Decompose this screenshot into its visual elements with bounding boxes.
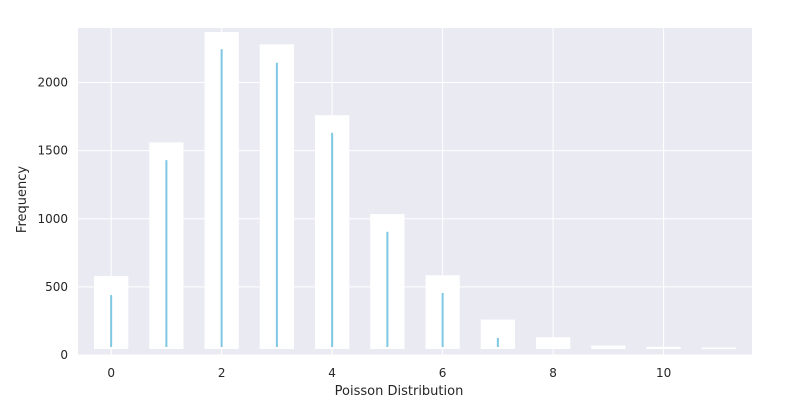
x-tick-label-8: 8	[549, 366, 557, 380]
bar-10	[646, 346, 681, 349]
x-tick-label-0: 0	[107, 366, 115, 380]
x-tick-label-2: 2	[218, 366, 226, 380]
x-tick-label-6: 6	[439, 366, 447, 380]
line-series	[110, 49, 499, 347]
x-tick-label-4: 4	[328, 366, 336, 380]
bar-9	[591, 345, 626, 349]
y-tick-label-2000: 2000	[37, 76, 68, 90]
y-axis-label: Frequency	[15, 166, 30, 233]
y-axis-ticks: 0 500 1000 1500 2000	[37, 76, 68, 363]
bar-8	[535, 337, 571, 349]
x-axis-label: Poisson Distribution	[335, 384, 464, 399]
x-tick-label-10: 10	[656, 366, 671, 380]
x-axis-ticks: 0 2 4 6 8 10	[107, 366, 671, 380]
y-tick-label-0: 0	[60, 348, 68, 362]
y-tick-label-1500: 1500	[37, 144, 68, 158]
y-tick-label-1000: 1000	[37, 212, 68, 226]
bar-11	[701, 347, 736, 349]
y-tick-label-500: 500	[45, 280, 68, 294]
